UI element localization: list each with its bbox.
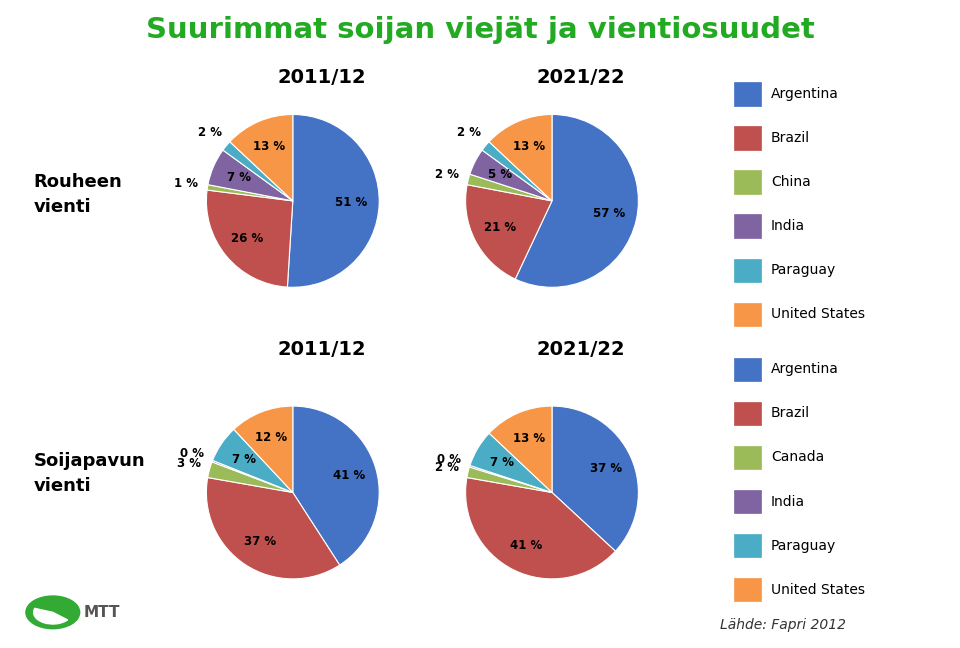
Wedge shape: [212, 430, 293, 492]
Text: 2 %: 2 %: [198, 126, 222, 139]
Wedge shape: [466, 185, 552, 279]
Wedge shape: [468, 174, 552, 201]
Text: 37 %: 37 %: [589, 463, 622, 476]
Text: Paraguay: Paraguay: [771, 263, 836, 277]
Text: Soijapavun
vienti: Soijapavun vienti: [34, 452, 145, 494]
Text: United States: United States: [771, 583, 865, 597]
Wedge shape: [293, 406, 379, 565]
Wedge shape: [469, 465, 552, 492]
Wedge shape: [34, 608, 67, 624]
Text: India: India: [771, 219, 805, 233]
Wedge shape: [229, 115, 293, 201]
Text: Rouheen
vienti: Rouheen vienti: [34, 173, 122, 216]
Text: 3 %: 3 %: [177, 457, 201, 470]
Text: 41 %: 41 %: [333, 469, 366, 482]
Wedge shape: [490, 406, 552, 492]
Text: Argentina: Argentina: [771, 362, 839, 376]
Text: 2021/22: 2021/22: [537, 68, 625, 87]
Text: China: China: [771, 175, 810, 189]
Wedge shape: [206, 190, 293, 287]
Circle shape: [26, 596, 80, 629]
Text: 2011/12: 2011/12: [277, 340, 366, 359]
Wedge shape: [223, 142, 293, 201]
Wedge shape: [208, 150, 293, 201]
Text: 13 %: 13 %: [513, 141, 544, 154]
Text: MTT: MTT: [84, 605, 120, 620]
Text: Suurimmat soijan viejät ja vientiosuudet: Suurimmat soijan viejät ja vientiosuudet: [146, 16, 814, 44]
Text: 13 %: 13 %: [513, 432, 544, 445]
Text: 0 %: 0 %: [180, 447, 204, 460]
Wedge shape: [552, 406, 638, 551]
Text: Canada: Canada: [771, 450, 824, 465]
Text: Paraguay: Paraguay: [771, 538, 836, 553]
Text: 37 %: 37 %: [244, 535, 276, 548]
Wedge shape: [207, 462, 293, 492]
Text: 51 %: 51 %: [335, 196, 368, 209]
Text: 7 %: 7 %: [490, 456, 514, 469]
Text: 41 %: 41 %: [510, 538, 542, 551]
Text: 26 %: 26 %: [231, 232, 264, 245]
Wedge shape: [234, 406, 293, 492]
Wedge shape: [470, 433, 552, 492]
Text: Brazil: Brazil: [771, 406, 810, 421]
Text: United States: United States: [771, 307, 865, 321]
Text: 2 %: 2 %: [435, 461, 459, 474]
Text: Brazil: Brazil: [771, 131, 810, 145]
Text: 21 %: 21 %: [484, 221, 516, 234]
Wedge shape: [469, 150, 552, 201]
Text: Lähde: Fapri 2012: Lähde: Fapri 2012: [720, 618, 846, 632]
Text: 2 %: 2 %: [457, 126, 481, 139]
Wedge shape: [482, 142, 552, 201]
Wedge shape: [212, 460, 293, 492]
Text: 7 %: 7 %: [232, 453, 256, 466]
Text: 57 %: 57 %: [593, 207, 626, 220]
Wedge shape: [207, 185, 293, 201]
Wedge shape: [287, 115, 379, 287]
Text: 2 %: 2 %: [436, 168, 460, 181]
Text: Argentina: Argentina: [771, 87, 839, 101]
Text: 1 %: 1 %: [174, 178, 198, 191]
Wedge shape: [467, 467, 552, 492]
Text: 2021/22: 2021/22: [537, 340, 625, 359]
Text: India: India: [771, 494, 805, 509]
Text: 7 %: 7 %: [227, 171, 251, 184]
Text: 13 %: 13 %: [253, 141, 285, 154]
Text: 5 %: 5 %: [488, 168, 512, 181]
Wedge shape: [206, 478, 340, 579]
Wedge shape: [466, 478, 615, 579]
Text: 12 %: 12 %: [255, 432, 287, 445]
Text: 0 %: 0 %: [437, 453, 461, 466]
Text: 2011/12: 2011/12: [277, 68, 366, 87]
Wedge shape: [516, 115, 638, 287]
Wedge shape: [489, 115, 552, 201]
